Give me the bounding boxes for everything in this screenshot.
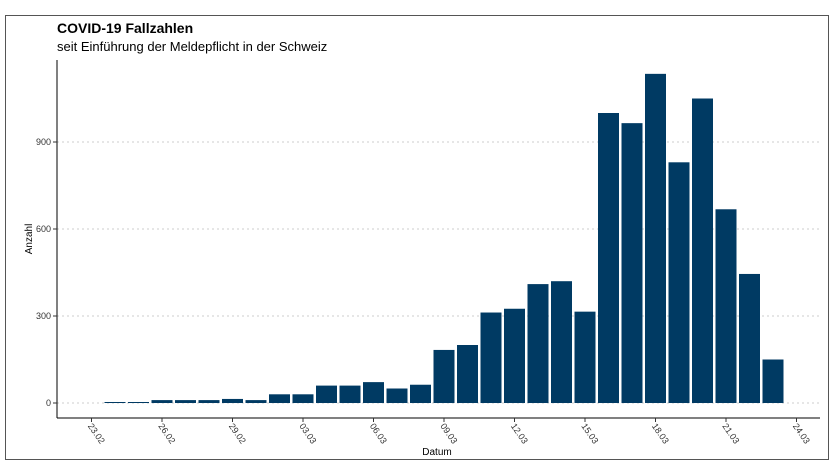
bar (598, 113, 619, 403)
bar (504, 308, 525, 403)
bar (645, 73, 666, 403)
bar (316, 385, 337, 403)
bar (386, 388, 408, 403)
y-tick-label: 900 (36, 137, 51, 147)
bar (551, 281, 572, 403)
bar (433, 349, 455, 403)
bar (151, 400, 173, 403)
x-tick-label: 24.03 (791, 421, 812, 445)
bar (668, 162, 690, 403)
bar (410, 384, 431, 403)
x-tick-label: 15.03 (579, 421, 600, 445)
x-ticks: 23.02 26.02 29.02 03.03 06.03 09.03 12.03 15.03… (86, 418, 812, 446)
x-tick-label: 21.03 (720, 421, 741, 445)
bar (269, 394, 290, 403)
x-tick-label: 23.02 (86, 421, 107, 445)
bar (104, 402, 126, 403)
y-ticks: 0 300 600 900 (36, 137, 57, 408)
bar-series (104, 73, 784, 404)
y-tick-label: 300 (36, 311, 51, 321)
x-tick-label: 12.03 (509, 421, 530, 445)
x-axis-label: Datum (422, 447, 451, 458)
bar (621, 123, 643, 404)
x-tick-label: 18.03 (650, 421, 671, 445)
bar (245, 400, 267, 403)
chart-subtitle: seit Einführung der Meldepflicht in der … (57, 39, 328, 54)
bar (762, 359, 784, 403)
x-tick-label: 29.02 (227, 421, 248, 445)
y-axis-label: Anzahl (24, 224, 35, 255)
y-tick-label: 600 (36, 224, 51, 234)
y-tick-label: 0 (46, 398, 51, 408)
bar (128, 402, 149, 403)
bar (198, 400, 220, 403)
bar (222, 398, 243, 403)
bar (739, 273, 760, 403)
bar (457, 345, 478, 403)
x-tick-label: 06.03 (368, 421, 389, 445)
chart-title: COVID-19 Fallzahlen (57, 20, 194, 36)
bar (692, 98, 713, 403)
bar (527, 284, 549, 403)
bar (339, 385, 361, 403)
bar (175, 400, 196, 403)
bar (292, 394, 314, 403)
x-tick-label: 09.03 (438, 421, 459, 445)
bar (574, 311, 596, 403)
bar (715, 209, 737, 403)
bar (363, 382, 384, 403)
x-tick-label: 03.03 (297, 421, 318, 445)
bar (480, 312, 502, 403)
x-tick-label: 26.02 (156, 421, 177, 445)
